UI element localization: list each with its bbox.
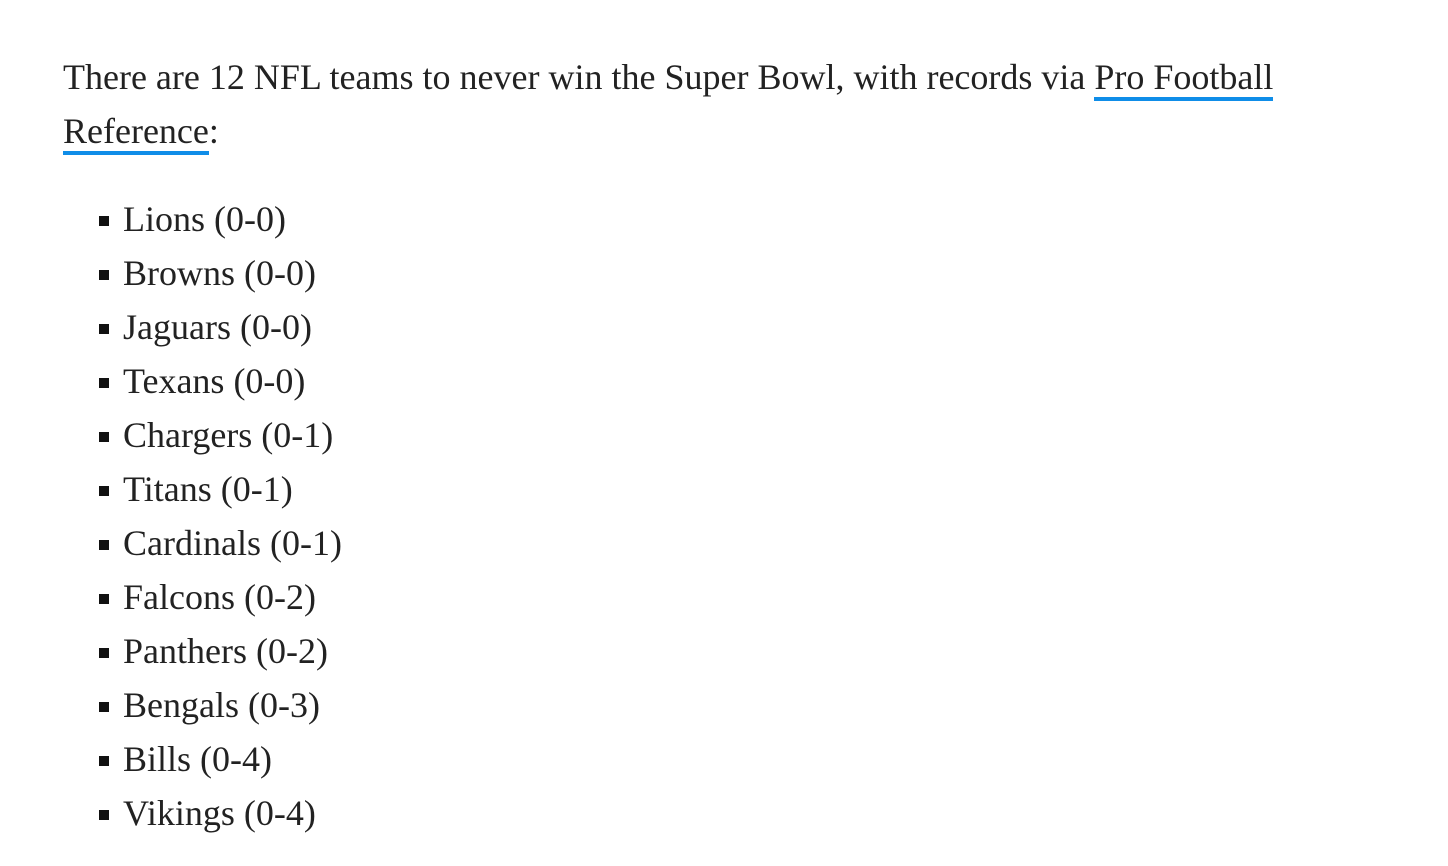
square-bullet-icon (99, 324, 109, 334)
intro-text: There are 12 NFL teams to never win the … (63, 57, 1095, 97)
team-record: Texans (0-0) (123, 361, 306, 401)
square-bullet-icon (99, 594, 109, 604)
square-bullet-icon (99, 702, 109, 712)
intro-colon: : (208, 111, 219, 151)
square-bullet-icon (99, 648, 109, 658)
intro-paragraph: There are 12 NFL teams to never win the … (63, 50, 1393, 158)
square-bullet-icon (99, 432, 109, 442)
square-bullet-icon (99, 540, 109, 550)
square-bullet-icon (99, 216, 109, 226)
list-item: Browns (0-0) (99, 246, 1393, 300)
square-bullet-icon (99, 810, 109, 820)
team-record: Browns (0-0) (123, 253, 316, 293)
team-record: Jaguars (0-0) (123, 307, 312, 347)
team-record: Bengals (0-3) (123, 685, 320, 725)
team-record: Lions (0-0) (123, 199, 286, 239)
square-bullet-icon (99, 756, 109, 766)
square-bullet-icon (99, 486, 109, 496)
list-item: Bills (0-4) (99, 732, 1393, 786)
team-record: Chargers (0-1) (123, 415, 334, 455)
team-record: Bills (0-4) (123, 739, 272, 779)
list-item: Cardinals (0-1) (99, 516, 1393, 570)
team-record: Panthers (0-2) (123, 631, 328, 671)
list-item: Bengals (0-3) (99, 678, 1393, 732)
article-body: There are 12 NFL teams to never win the … (63, 50, 1393, 840)
list-item: Jaguars (0-0) (99, 300, 1393, 354)
list-item: Texans (0-0) (99, 354, 1393, 408)
list-item: Titans (0-1) (99, 462, 1393, 516)
teams-list: Lions (0-0) Browns (0-0) Jaguars (0-0) T… (63, 192, 1393, 840)
list-item: Lions (0-0) (99, 192, 1393, 246)
team-record: Vikings (0-4) (123, 793, 316, 833)
square-bullet-icon (99, 270, 109, 280)
list-item: Chargers (0-1) (99, 408, 1393, 462)
list-item: Vikings (0-4) (99, 786, 1393, 840)
team-record: Falcons (0-2) (123, 577, 316, 617)
team-record: Titans (0-1) (123, 469, 293, 509)
team-record: Cardinals (0-1) (123, 523, 342, 563)
list-item: Falcons (0-2) (99, 570, 1393, 624)
pro-football-reference-link[interactable]: Pro Football Reference (63, 57, 1274, 155)
list-item: Panthers (0-2) (99, 624, 1393, 678)
square-bullet-icon (99, 378, 109, 388)
